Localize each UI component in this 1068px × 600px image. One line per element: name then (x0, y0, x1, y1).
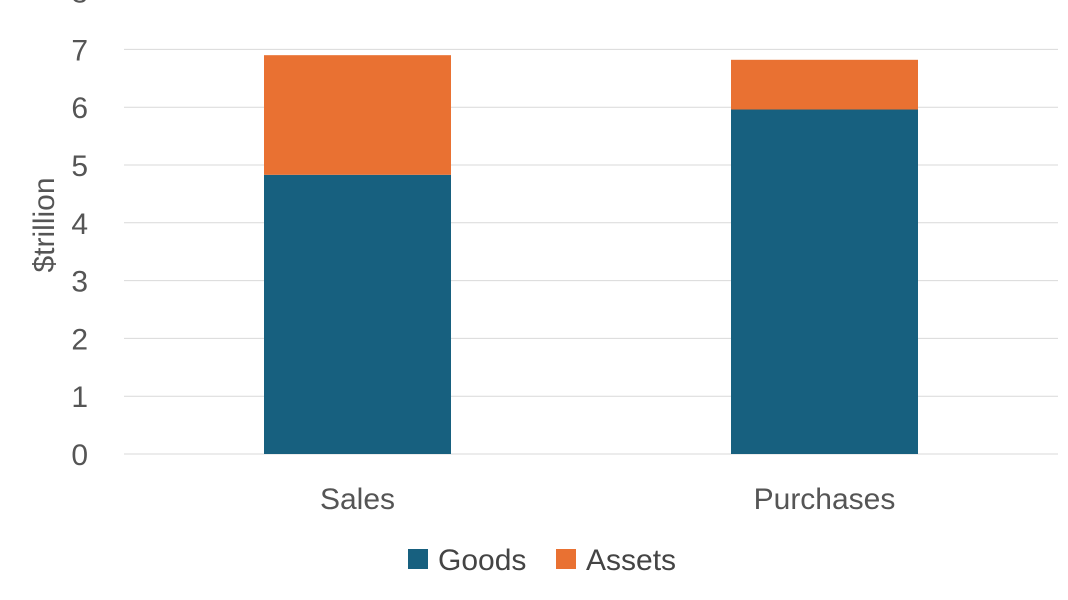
y-tick-label: 8 (71, 0, 88, 10)
y-tick-label: 6 (71, 92, 88, 125)
bar-assets-sales (264, 55, 451, 175)
legend: Goods Assets (408, 544, 676, 577)
bar-goods-purchases (731, 109, 918, 455)
legend-label-assets: Assets (586, 544, 676, 577)
y-tick-label: 2 (71, 323, 88, 356)
y-tick-label: 1 (71, 381, 88, 414)
x-category-label: Sales (320, 483, 395, 516)
y-tick-label: 0 (71, 439, 88, 472)
legend-swatch-goods (408, 549, 428, 569)
y-tick-label: 4 (71, 208, 88, 241)
x-category-label: Purchases (754, 483, 896, 516)
legend-swatch-assets (556, 549, 576, 569)
y-tick-label: 5 (71, 150, 88, 183)
bar-goods-sales (264, 174, 451, 455)
legend-label-goods: Goods (438, 544, 526, 577)
y-axis-title: $trillion (28, 177, 61, 272)
y-tick-label: 7 (71, 34, 88, 67)
y-tick-label: 3 (71, 266, 88, 299)
bar-assets-purchases (731, 59, 918, 110)
x-axis-category-labels: Sales Purchases (320, 483, 895, 516)
bars (264, 55, 918, 455)
y-axis-tick-labels: 0 1 2 3 4 5 6 7 8 (71, 0, 88, 472)
